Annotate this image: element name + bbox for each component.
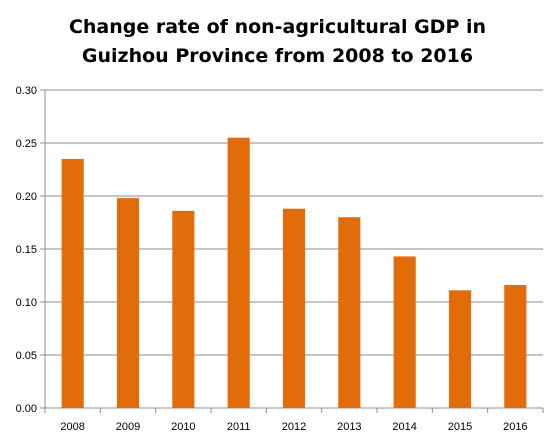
bar-2011 (227, 137, 250, 408)
bar-2015 (448, 290, 472, 408)
bar-2014 (393, 256, 416, 408)
x-tick-label: 2011 (227, 421, 251, 433)
y-tick-label: 0.10 (16, 297, 37, 309)
y-tick-label: 0.05 (16, 350, 37, 362)
x-tick-label: 2010 (171, 421, 195, 433)
bar-2013 (338, 217, 361, 408)
x-tick-label: 2012 (282, 421, 306, 433)
y-tick-label: 0.15 (16, 244, 37, 256)
bar-2012 (282, 208, 306, 408)
bar-2008 (61, 158, 84, 408)
y-tick-label: 0.30 (16, 85, 37, 97)
x-tick-label: 2016 (503, 421, 527, 433)
x-tick-label: 2015 (448, 421, 472, 433)
chart-title-line-2: Guizhou Province from 2008 to 2016 (81, 45, 474, 67)
bar-2009 (116, 198, 140, 408)
bar-2010 (172, 210, 195, 408)
y-tick-label: 0.00 (16, 403, 37, 415)
chart-title-line-1: Change rate of non-agricultural GDP in (68, 16, 487, 38)
y-tick-label: 0.20 (16, 191, 37, 203)
y-tick-label: 0.25 (16, 138, 37, 150)
x-tick-label: 2009 (116, 421, 140, 433)
x-tick-label: 2008 (60, 421, 84, 433)
x-tick-label: 2013 (337, 421, 361, 433)
bar-2016 (504, 285, 527, 408)
x-tick-label: 2014 (392, 421, 416, 433)
